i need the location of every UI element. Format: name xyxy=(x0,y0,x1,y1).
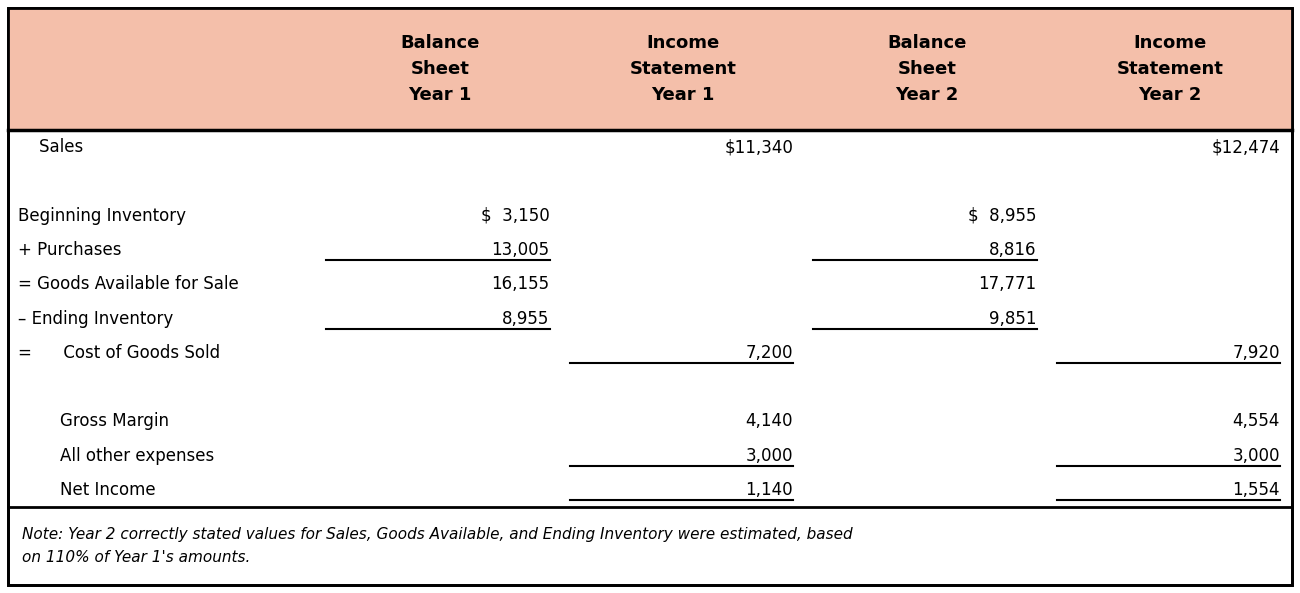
Text: Beginning Inventory: Beginning Inventory xyxy=(18,207,186,225)
Text: – Ending Inventory: – Ending Inventory xyxy=(18,310,173,327)
Text: 1,554: 1,554 xyxy=(1232,481,1280,499)
Text: 7,920: 7,920 xyxy=(1232,344,1280,362)
Text: 13,005: 13,005 xyxy=(491,241,550,259)
Text: Note: Year 2 correctly stated values for Sales, Goods Available, and Ending Inve: Note: Year 2 correctly stated values for… xyxy=(22,527,853,565)
Text: 3,000: 3,000 xyxy=(745,447,793,464)
Text: $11,340: $11,340 xyxy=(724,138,793,156)
Text: All other expenses: All other expenses xyxy=(18,447,214,464)
Text: Income
Statement
Year 2: Income Statement Year 2 xyxy=(1117,34,1223,104)
Text: + Purchases: + Purchases xyxy=(18,241,121,259)
Text: Sales: Sales xyxy=(18,138,83,156)
Text: 1,140: 1,140 xyxy=(745,481,793,499)
Text: $12,474: $12,474 xyxy=(1212,138,1280,156)
Text: 7,200: 7,200 xyxy=(745,344,793,362)
Text: Balance
Sheet
Year 1: Balance Sheet Year 1 xyxy=(400,34,480,104)
Text: 8,955: 8,955 xyxy=(502,310,550,327)
Text: = Goods Available for Sale: = Goods Available for Sale xyxy=(18,275,239,293)
Text: $  3,150: $ 3,150 xyxy=(481,207,550,225)
Text: Income
Statement
Year 1: Income Statement Year 1 xyxy=(629,34,737,104)
Text: Net Income: Net Income xyxy=(18,481,156,499)
Text: $  8,955: $ 8,955 xyxy=(968,207,1036,225)
Text: 8,816: 8,816 xyxy=(989,241,1036,259)
Text: 4,554: 4,554 xyxy=(1232,412,1280,431)
Text: 4,140: 4,140 xyxy=(745,412,793,431)
Text: 16,155: 16,155 xyxy=(491,275,550,293)
Text: =      Cost of Goods Sold: = Cost of Goods Sold xyxy=(18,344,220,362)
Text: 9,851: 9,851 xyxy=(989,310,1036,327)
Text: 3,000: 3,000 xyxy=(1232,447,1280,464)
Text: 17,771: 17,771 xyxy=(979,275,1036,293)
Text: Balance
Sheet
Year 2: Balance Sheet Year 2 xyxy=(887,34,966,104)
Text: Gross Margin: Gross Margin xyxy=(18,412,169,431)
Bar xyxy=(8,8,1292,130)
